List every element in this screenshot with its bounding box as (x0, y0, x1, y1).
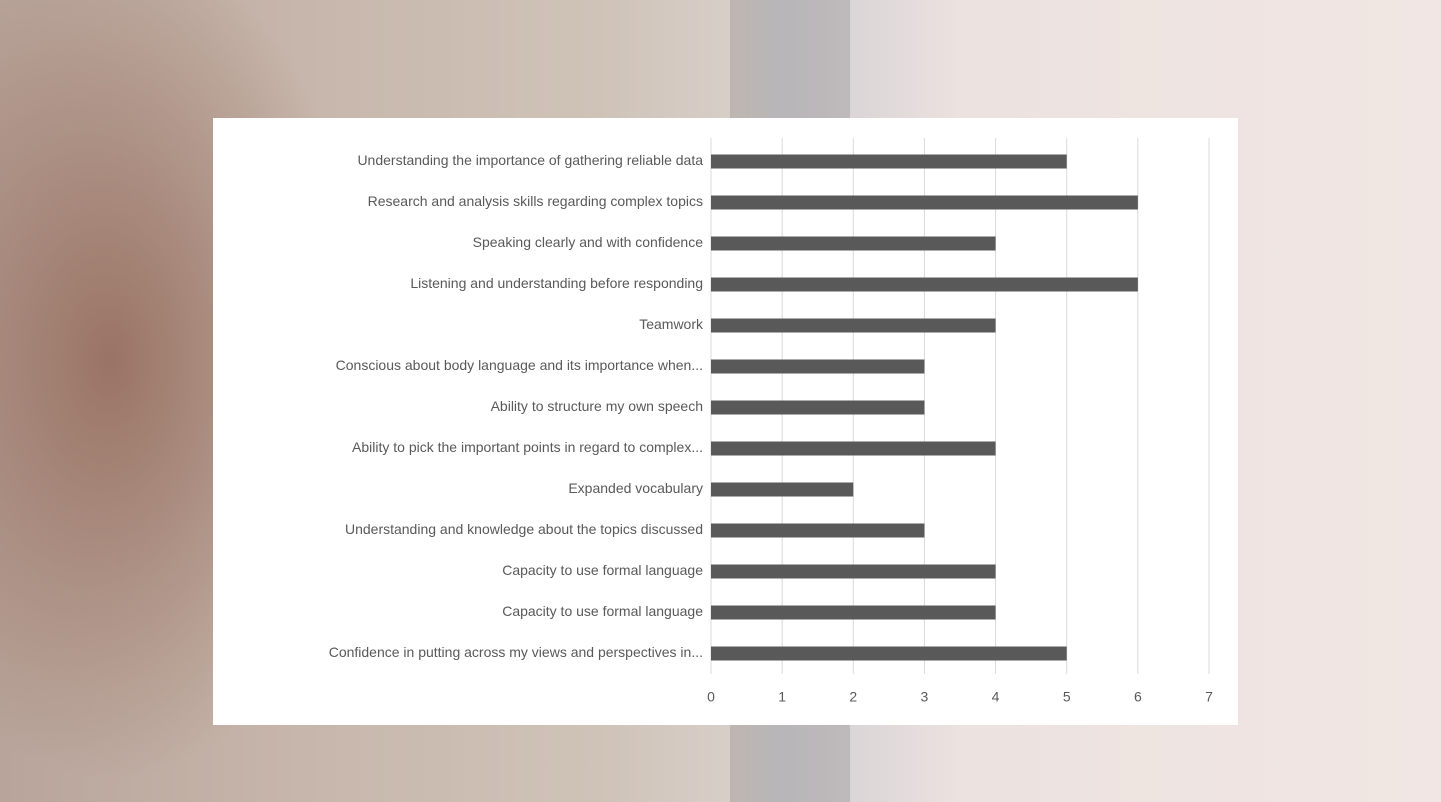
bar (711, 359, 925, 374)
y-tick-label: Understanding the importance of gatherin… (357, 152, 703, 168)
y-tick-label: Listening and understanding before respo… (410, 275, 703, 291)
y-tick-label: Research and analysis skills regarding c… (368, 193, 703, 209)
y-tick-label: Capacity to use formal language (502, 603, 703, 619)
bar (711, 482, 854, 497)
bar (711, 400, 925, 415)
y-tick-label: Understanding and knowledge about the to… (345, 521, 703, 537)
bar (711, 523, 925, 538)
x-tick-label: 2 (849, 689, 857, 705)
x-tick-label: 5 (1063, 689, 1071, 705)
bar (711, 277, 1138, 292)
x-tick-label: 3 (921, 689, 929, 705)
bar (711, 441, 996, 456)
bar (711, 564, 996, 579)
x-tick-label: 4 (992, 689, 1000, 705)
bar (711, 154, 1067, 169)
y-tick-label: Confidence in putting across my views an… (329, 644, 703, 660)
x-tick-label: 6 (1134, 689, 1142, 705)
bar (711, 646, 1067, 661)
x-tick-label: 7 (1205, 689, 1213, 705)
y-tick-label: Ability to structure my own speech (491, 398, 703, 414)
y-tick-label: Expanded vocabulary (568, 480, 703, 496)
y-tick-label: Teamwork (639, 316, 704, 332)
bar (711, 236, 996, 251)
bar (711, 318, 996, 333)
y-tick-label: Ability to pick the important points in … (352, 439, 703, 455)
y-tick-label: Capacity to use formal language (502, 562, 703, 578)
x-tick-label: 1 (778, 689, 786, 705)
bar (711, 605, 996, 620)
y-tick-label: Conscious about body language and its im… (336, 357, 703, 373)
x-tick-label: 0 (707, 689, 715, 705)
bar (711, 195, 1138, 210)
y-tick-label: Speaking clearly and with confidence (473, 234, 704, 250)
